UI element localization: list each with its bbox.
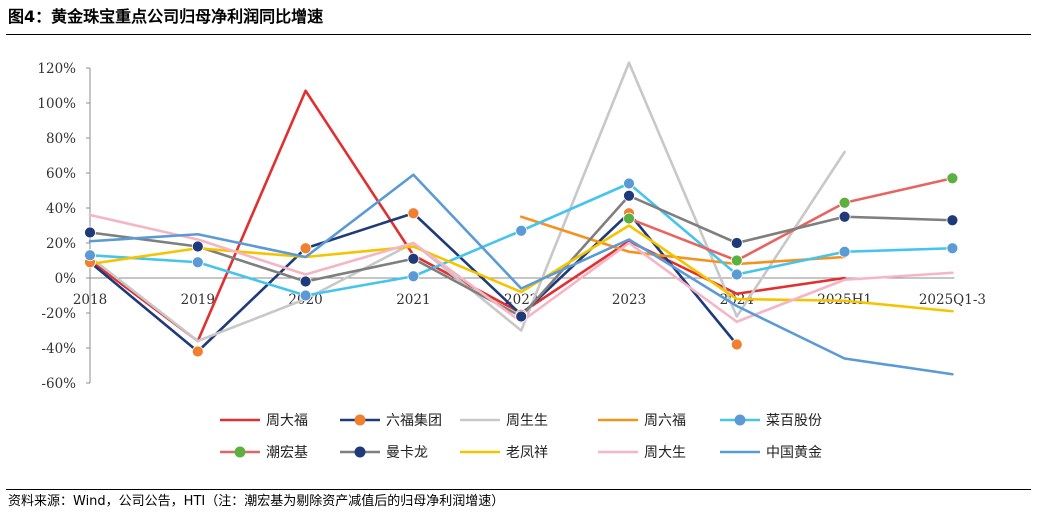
x-tick-label: 2021 [396,292,430,308]
series-point [515,310,528,323]
legend-item: 曼卡龙 [340,445,428,461]
legend-label: 周生生 [506,413,548,429]
legend-label: 菜百股份 [766,413,822,429]
series-point [946,242,959,255]
legend-label: 老凤祥 [506,445,548,461]
legend-label: 周六福 [644,413,686,429]
legend-label: 潮宏基 [266,444,308,461]
legend-item: 老凤祥 [460,445,548,461]
source-rule [6,489,1031,490]
legend-item: 六福集团 [340,412,442,429]
legend-label: 周大生 [644,445,686,461]
series-point [730,254,743,267]
x-tick-label: 2022 [504,292,538,308]
series-point [623,177,635,190]
y-tick-label: -40% [41,341,76,357]
legend-swatch-marker [734,414,746,426]
series-point [730,268,743,281]
series-line [88,89,846,343]
series-line [519,215,846,266]
legend-item: 周生生 [460,413,548,429]
series-point [84,249,96,262]
axes: 120% 100% 80% 60% 40% 20% 0% -20% -40% -60% 2018 20… [37,61,986,392]
series-point [299,275,312,288]
x-tick-label: 2023 [612,292,646,308]
y-tick-label: 80% [46,131,76,147]
series-point [84,226,96,239]
legend-item: 菜百股份 [720,413,822,429]
legend-item: 周六福 [598,413,686,429]
y-tick-label: 120% [37,61,76,77]
series-point [623,212,635,225]
legend-label: 曼卡龙 [386,445,428,461]
series-point [407,270,420,283]
y-tick-label: -60% [41,376,76,392]
series-lines [84,61,959,376]
legend-item: 周大生 [598,445,686,461]
legend-label: 周大福 [266,413,308,429]
x-tick-label: 2019 [181,292,215,308]
series-point [946,172,959,185]
series-point [838,210,851,223]
series-point [838,245,851,258]
series-point [407,252,420,265]
y-tick-label: 0% [55,271,77,287]
legend-label: 六福集团 [386,412,442,429]
series-point [191,256,204,269]
series-point [730,237,743,249]
legend-swatch-marker [354,446,366,458]
x-tick-label: 2025Q1-3 [919,292,986,308]
series-point [946,214,959,227]
legend-item: 潮宏基 [220,444,308,461]
legend-swatch-marker [234,446,246,458]
series-point [623,189,635,202]
y-tick-label: 40% [46,201,76,217]
legend-label: 中国黄金 [766,444,822,461]
series-line [627,176,954,262]
series-point [191,345,204,358]
series-point [299,289,312,302]
figure-source: 资料来源：Wind，公司公告，HTI（注：潮宏基为剔除资产减值后的归母净利润增速… [8,494,505,509]
line-chart: 120% 100% 80% 60% 40% 20% 0% -20% -40% -60% 2018 20… [37,61,986,461]
x-tick-label: 2018 [73,292,107,308]
legend-item: 中国黄金 [720,444,822,461]
series-line [88,173,954,376]
series-point [730,338,743,351]
y-tick-label: 20% [46,236,76,252]
y-tick-label: -20% [41,306,76,322]
y-tick-label: 100% [37,96,76,112]
title-rule [6,34,1031,35]
y-tick-label: 60% [46,166,76,182]
series-point [515,224,528,237]
series-point [299,242,312,255]
series-point [191,240,204,253]
legend-swatch-marker [354,414,366,426]
figure-title: 图4：黄金珠宝重点公司归母净利润同比增速 [8,7,324,26]
series-point [407,207,420,220]
legend-item: 周大福 [220,413,308,429]
series-point [838,196,851,209]
